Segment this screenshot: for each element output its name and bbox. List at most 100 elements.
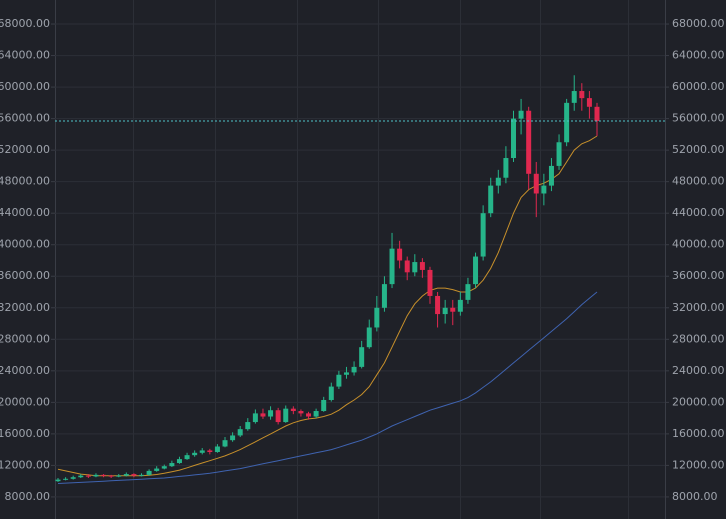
candle-body — [450, 307, 456, 312]
y-tick-label: 64000.00 — [0, 49, 50, 62]
candle-body — [586, 98, 592, 107]
candle-body — [412, 262, 418, 273]
candle-body — [222, 440, 228, 447]
y-tick-label: 36000.00 — [672, 269, 725, 282]
y-tick-label: 28000.00 — [672, 332, 725, 345]
y-tick-label: 44000.00 — [0, 206, 50, 219]
candle-body — [321, 399, 327, 412]
candle-body — [457, 299, 463, 312]
y-tick-label: 64000.00 — [672, 49, 725, 62]
y-tick-label: 16000.00 — [672, 427, 725, 440]
candle-body — [442, 307, 448, 315]
y-tick-label: 40000.00 — [672, 238, 725, 251]
candle-body — [116, 475, 122, 477]
candle-body — [328, 386, 334, 400]
candle-body — [343, 372, 349, 375]
candle-body — [283, 408, 289, 423]
candle-body — [275, 410, 281, 423]
y-tick-label: 60000.00 — [672, 80, 725, 93]
y-tick-label: 36000.00 — [0, 269, 50, 282]
candle-body — [533, 173, 539, 194]
candle-body — [214, 446, 220, 453]
candle-body — [139, 474, 145, 476]
candle-body — [313, 411, 319, 417]
candle-body — [268, 410, 274, 417]
candle-body — [131, 474, 137, 476]
candle-body — [252, 413, 258, 423]
y-tick-label: 20000.00 — [0, 395, 50, 408]
candle-body — [488, 185, 494, 214]
y-tick-label: 68000.00 — [672, 17, 725, 30]
y-tick-label: 48000.00 — [0, 175, 50, 188]
vertical-grid — [133, 0, 629, 519]
candle-body — [351, 366, 357, 373]
candle-body — [176, 459, 182, 464]
candle-body — [199, 450, 205, 453]
y-tick-label: 28000.00 — [0, 332, 50, 345]
candle-body — [366, 327, 372, 348]
candle-body — [526, 110, 532, 174]
y-tick-label: 12000.00 — [672, 458, 725, 471]
candle-body — [306, 413, 312, 417]
candle-body — [298, 411, 304, 414]
moving-average-line — [57, 291, 598, 484]
candle-body — [78, 475, 84, 478]
candle-body — [404, 260, 410, 273]
candle-body — [548, 165, 554, 186]
candle-body — [101, 474, 107, 476]
candle-body — [556, 142, 562, 166]
candle-body — [389, 248, 395, 285]
y-tick-label: 32000.00 — [0, 301, 50, 314]
candle-body — [480, 213, 486, 257]
candle-body — [63, 478, 69, 480]
y-tick-label: 56000.00 — [0, 112, 50, 125]
candle-body — [154, 468, 160, 471]
candle-body — [169, 463, 175, 467]
candle-body — [70, 477, 76, 479]
candle-body — [510, 118, 516, 159]
y-tick-label: 8000.00 — [5, 490, 51, 503]
y-tick-label: 44000.00 — [672, 206, 725, 219]
candle-body — [146, 470, 152, 475]
y-tick-label: 32000.00 — [672, 301, 725, 314]
y-tick-label: 12000.00 — [0, 458, 50, 471]
y-tick-label: 52000.00 — [0, 143, 50, 156]
candle-body — [465, 284, 471, 300]
candle-body — [207, 450, 213, 453]
candle-body — [161, 466, 167, 469]
candle-body — [503, 158, 509, 178]
candle-body — [381, 284, 387, 308]
candle-body — [541, 185, 547, 194]
candle-body — [237, 429, 243, 436]
candle-body — [419, 262, 425, 270]
y-tick-label: 24000.00 — [672, 364, 725, 377]
candle-body — [184, 455, 190, 460]
candle-body — [518, 110, 524, 119]
y-tick-label: 24000.00 — [0, 364, 50, 377]
candle-body — [93, 474, 99, 477]
candle-body — [230, 435, 236, 441]
candle-body — [427, 269, 433, 296]
y-tick-label: 48000.00 — [672, 175, 725, 188]
y-tick-label: 68000.00 — [0, 17, 50, 30]
candle-body — [123, 474, 129, 476]
candle-body — [55, 479, 61, 482]
candle-body — [564, 102, 570, 143]
y-tick-label: 20000.00 — [672, 395, 725, 408]
candle-body — [260, 413, 266, 417]
candle-body — [594, 106, 600, 121]
candle-body — [579, 91, 585, 99]
candle-body — [359, 347, 365, 367]
y-tick-label: 40000.00 — [0, 238, 50, 251]
y-tick-label: 56000.00 — [672, 112, 725, 125]
candle-body — [85, 475, 91, 477]
candle-body — [495, 177, 501, 186]
candle-body — [473, 256, 479, 285]
y-tick-label: 52000.00 — [672, 143, 725, 156]
candle-body — [245, 422, 251, 430]
candle-body — [374, 307, 380, 328]
candle-body — [397, 248, 403, 261]
